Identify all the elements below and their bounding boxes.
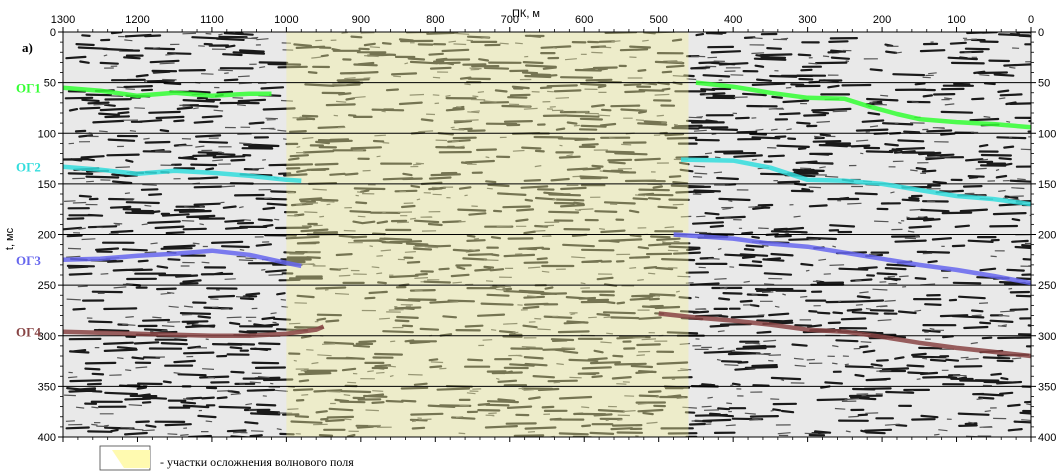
y-tick-label-right: 100 <box>1038 128 1056 140</box>
y-tick-label-left: 200 <box>38 230 56 242</box>
x-tick-label: 300 <box>798 14 816 26</box>
y-tick-label-left: 350 <box>38 381 56 393</box>
x-tick-label: 1200 <box>125 14 149 26</box>
horizon-line <box>63 85 272 99</box>
y-tick-label-left: 400 <box>38 432 56 444</box>
horizon-line <box>63 324 325 339</box>
horizon-label: ОГ3 <box>16 253 41 268</box>
y-tick-label-left: 50 <box>44 78 56 90</box>
x-tick-label: 900 <box>352 14 370 26</box>
x-tick-label: 1100 <box>200 14 224 26</box>
axis-tick-labels: 1300 1200 1100 1000 900 800 700 600 500 400 300 200… <box>38 14 1057 444</box>
y-tick-label-right: 50 <box>1038 78 1050 90</box>
horizon-labels: ОГ1 ОГ2 ОГ3 ОГ4 <box>16 81 41 340</box>
legend-label: - участки осложнения волнового поля <box>160 455 354 469</box>
x-tick-label: 0 <box>1028 14 1034 26</box>
y-tick-label-left: 150 <box>38 179 56 191</box>
y-axis-title: t, мс <box>4 227 16 250</box>
x-axis-title: ПК, м <box>512 8 540 20</box>
legend-swatch <box>112 450 150 468</box>
horizon-label: ОГ4 <box>16 325 41 340</box>
horizon-line <box>63 164 302 184</box>
horizon-lines <box>63 80 1031 359</box>
x-tick-label: 600 <box>575 14 593 26</box>
y-tick-label-left: 250 <box>38 280 56 292</box>
y-tick-label-left: 300 <box>38 331 56 343</box>
x-tick-label: 800 <box>426 14 444 26</box>
horizon-line <box>658 311 1031 359</box>
horizon-line <box>680 157 1031 207</box>
x-tick-label: 1300 <box>51 14 75 26</box>
horizon-label: ОГ2 <box>16 160 41 175</box>
seismic-traces <box>63 32 1031 437</box>
y-tick-label-right: 150 <box>1038 179 1056 191</box>
y-tick-label-right: 0 <box>1038 27 1044 39</box>
y-tick-label-right: 300 <box>1038 331 1056 343</box>
panel-label: a) <box>22 40 33 55</box>
x-tick-label: 500 <box>650 14 668 26</box>
horizon-line <box>695 80 1031 130</box>
y-tick-label-left: 100 <box>38 128 56 140</box>
plot-area <box>63 32 1031 437</box>
legend: - участки осложнения волнового поля <box>99 445 354 471</box>
y-tick-label-right: 350 <box>1038 381 1056 393</box>
y-tick-label-right: 400 <box>1038 432 1056 444</box>
y-tick-label-right: 250 <box>1038 280 1056 292</box>
y-tick-label-right: 200 <box>1038 230 1056 242</box>
horizon-line <box>63 248 302 269</box>
x-tick-label: 100 <box>947 14 965 26</box>
x-tick-label: 700 <box>501 14 519 26</box>
y-tick-label-left: 0 <box>50 27 56 39</box>
horizon-line <box>673 232 1031 286</box>
horizon-label: ОГ1 <box>16 81 41 96</box>
x-tick-label: 1000 <box>274 14 298 26</box>
x-tick-label: 400 <box>724 14 742 26</box>
x-tick-label: 200 <box>873 14 891 26</box>
axis-ticks <box>58 27 1036 442</box>
